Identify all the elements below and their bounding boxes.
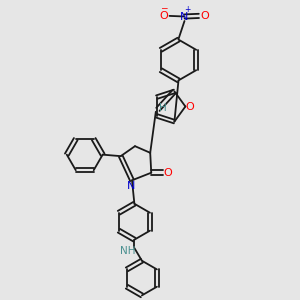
Text: NH: NH <box>120 246 136 256</box>
Text: −: − <box>160 4 168 13</box>
Text: O: O <box>200 11 209 21</box>
Text: +: + <box>184 4 191 14</box>
Text: O: O <box>186 101 195 112</box>
Text: N: N <box>127 181 136 191</box>
Text: O: O <box>164 168 172 178</box>
Text: H: H <box>158 103 166 113</box>
Text: O: O <box>159 11 168 21</box>
Text: N: N <box>180 11 189 22</box>
